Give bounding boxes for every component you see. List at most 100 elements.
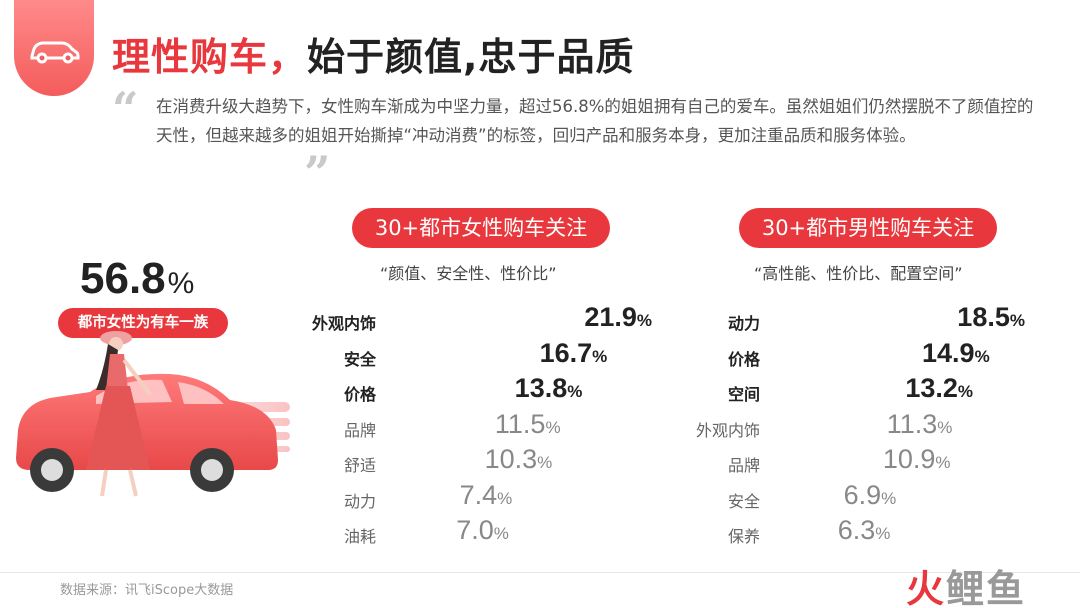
footer-divider: [0, 572, 1080, 573]
category-label: 动力: [343, 491, 376, 511]
value-number: 11.3: [886, 408, 938, 439]
value-unit: %: [881, 488, 897, 508]
value-unit: %: [1009, 311, 1025, 330]
female-panel-title: 30+都市女性购车关注: [352, 208, 610, 248]
value-text: 6.3%: [838, 515, 891, 545]
value-unit: %: [935, 453, 951, 472]
category-label: 外观内饰: [695, 420, 760, 440]
value-label: 13.2%: [905, 373, 974, 409]
bar-row: 保养: [0, 517, 760, 551]
value-text: 10.9%: [883, 444, 951, 474]
value-label: 10.3%: [485, 444, 553, 480]
category-label: 保养: [727, 527, 760, 546]
category-label: 价格: [343, 385, 376, 404]
category-label: 价格: [727, 349, 760, 369]
value-number: 16.7: [539, 337, 593, 368]
value-label: 16.7%: [539, 337, 608, 374]
data-source: 数据来源：讯飞iScope大数据: [60, 583, 234, 598]
value-label: 18.5%: [957, 302, 1025, 338]
value-number: 6.3: [837, 515, 876, 545]
brand-part-b: 鲤鱼: [946, 567, 1027, 608]
bar-row: 动力: [0, 482, 376, 516]
title-part1: 理性购车，: [112, 35, 308, 79]
value-unit: %: [497, 488, 513, 508]
value-unit: %: [636, 311, 653, 330]
quote-open-icon: “: [112, 82, 139, 136]
value-label: 7.4%: [460, 480, 513, 516]
value-label: 21.9%: [584, 302, 653, 338]
male-panel-title: 30+都市男性购车关注: [739, 208, 997, 248]
bar-row: 安全: [0, 482, 760, 516]
bar-row: 油耗: [0, 517, 376, 551]
value-text: 6.9%: [844, 480, 897, 510]
category-label: 外观内饰: [311, 314, 376, 333]
value-label: 13.8%: [515, 373, 583, 409]
value-unit: %: [537, 453, 553, 472]
value-label: 11.3%: [887, 409, 953, 445]
value-number: 6.9: [843, 479, 882, 510]
bar-row: 动力: [0, 304, 760, 338]
woman-figure: [86, 331, 152, 497]
value-unit: %: [875, 524, 891, 543]
value-text: 7.0%: [456, 515, 509, 545]
value-text: 21.9%: [584, 302, 653, 332]
value-label: 6.9%: [844, 480, 897, 516]
value-number: 21.9: [584, 302, 637, 332]
category-label: 安全: [343, 349, 376, 369]
car-illustration: [0, 331, 290, 497]
value-unit: %: [545, 417, 561, 437]
quote-close-icon: ”: [304, 146, 331, 200]
value-number: 13.2: [905, 373, 958, 403]
category-label: 舒适: [343, 456, 376, 475]
value-unit: %: [937, 417, 953, 437]
male-panel-subtitle: “高性能、性价比、配置空间”: [754, 264, 963, 283]
brand-part-a: 火: [906, 567, 947, 608]
value-unit: %: [567, 382, 583, 401]
value-label: 10.9%: [883, 444, 951, 480]
value-label: 14.9%: [922, 338, 990, 374]
logo-tab: [14, 0, 94, 96]
value-unit: %: [592, 346, 608, 366]
female-panel-subtitle: “颜值、安全性、性价比”: [380, 264, 557, 283]
stat-number: 56.8: [80, 254, 166, 303]
value-number: 10.9: [882, 444, 936, 474]
page-title: 理性购车，始于颜值,忠于品质: [112, 26, 634, 81]
value-label: 11.5%: [495, 409, 561, 445]
value-text: 11.3%: [887, 409, 953, 439]
category-label: 品牌: [727, 456, 760, 475]
stat-unit: %: [167, 267, 195, 300]
bar-row: 品牌: [0, 446, 760, 480]
value-label: 6.3%: [838, 515, 891, 551]
value-number: 10.3: [484, 444, 538, 474]
value-text: 13.8%: [515, 373, 583, 403]
value-number: 13.8: [514, 373, 568, 403]
stat-label: 都市女性为有车一族: [58, 308, 228, 338]
value-text: 14.9%: [922, 338, 990, 368]
value-text: 11.5%: [495, 409, 561, 439]
value-unit: %: [974, 346, 990, 366]
bar-row: 舒适: [0, 446, 376, 480]
brand-watermark: 火鲤鱼: [906, 558, 1026, 608]
value-unit: %: [493, 524, 509, 543]
bar-row: 价格: [0, 340, 760, 374]
bar-row: 空间: [0, 375, 760, 409]
bar-row: 安全: [0, 340, 376, 374]
value-text: 18.5%: [957, 302, 1025, 332]
bar-row: 品牌: [0, 411, 376, 445]
bar-row: 外观内饰: [0, 411, 760, 445]
value-text: 13.2%: [905, 373, 974, 403]
value-text: 10.3%: [485, 444, 553, 474]
value-unit: %: [957, 382, 974, 401]
bar-row: 价格: [0, 375, 376, 409]
stat-value: 56.8%: [80, 254, 194, 304]
category-label: 品牌: [343, 420, 376, 440]
category-label: 油耗: [343, 527, 376, 546]
value-number: 18.5: [957, 302, 1010, 332]
value-number: 14.9: [922, 337, 975, 368]
value-text: 7.4%: [460, 480, 513, 510]
car-icon: [30, 41, 80, 64]
category-label: 动力: [727, 314, 760, 333]
value-label: 7.0%: [456, 515, 509, 551]
category-label: 空间: [727, 385, 760, 404]
value-number: 7.0: [456, 515, 494, 545]
